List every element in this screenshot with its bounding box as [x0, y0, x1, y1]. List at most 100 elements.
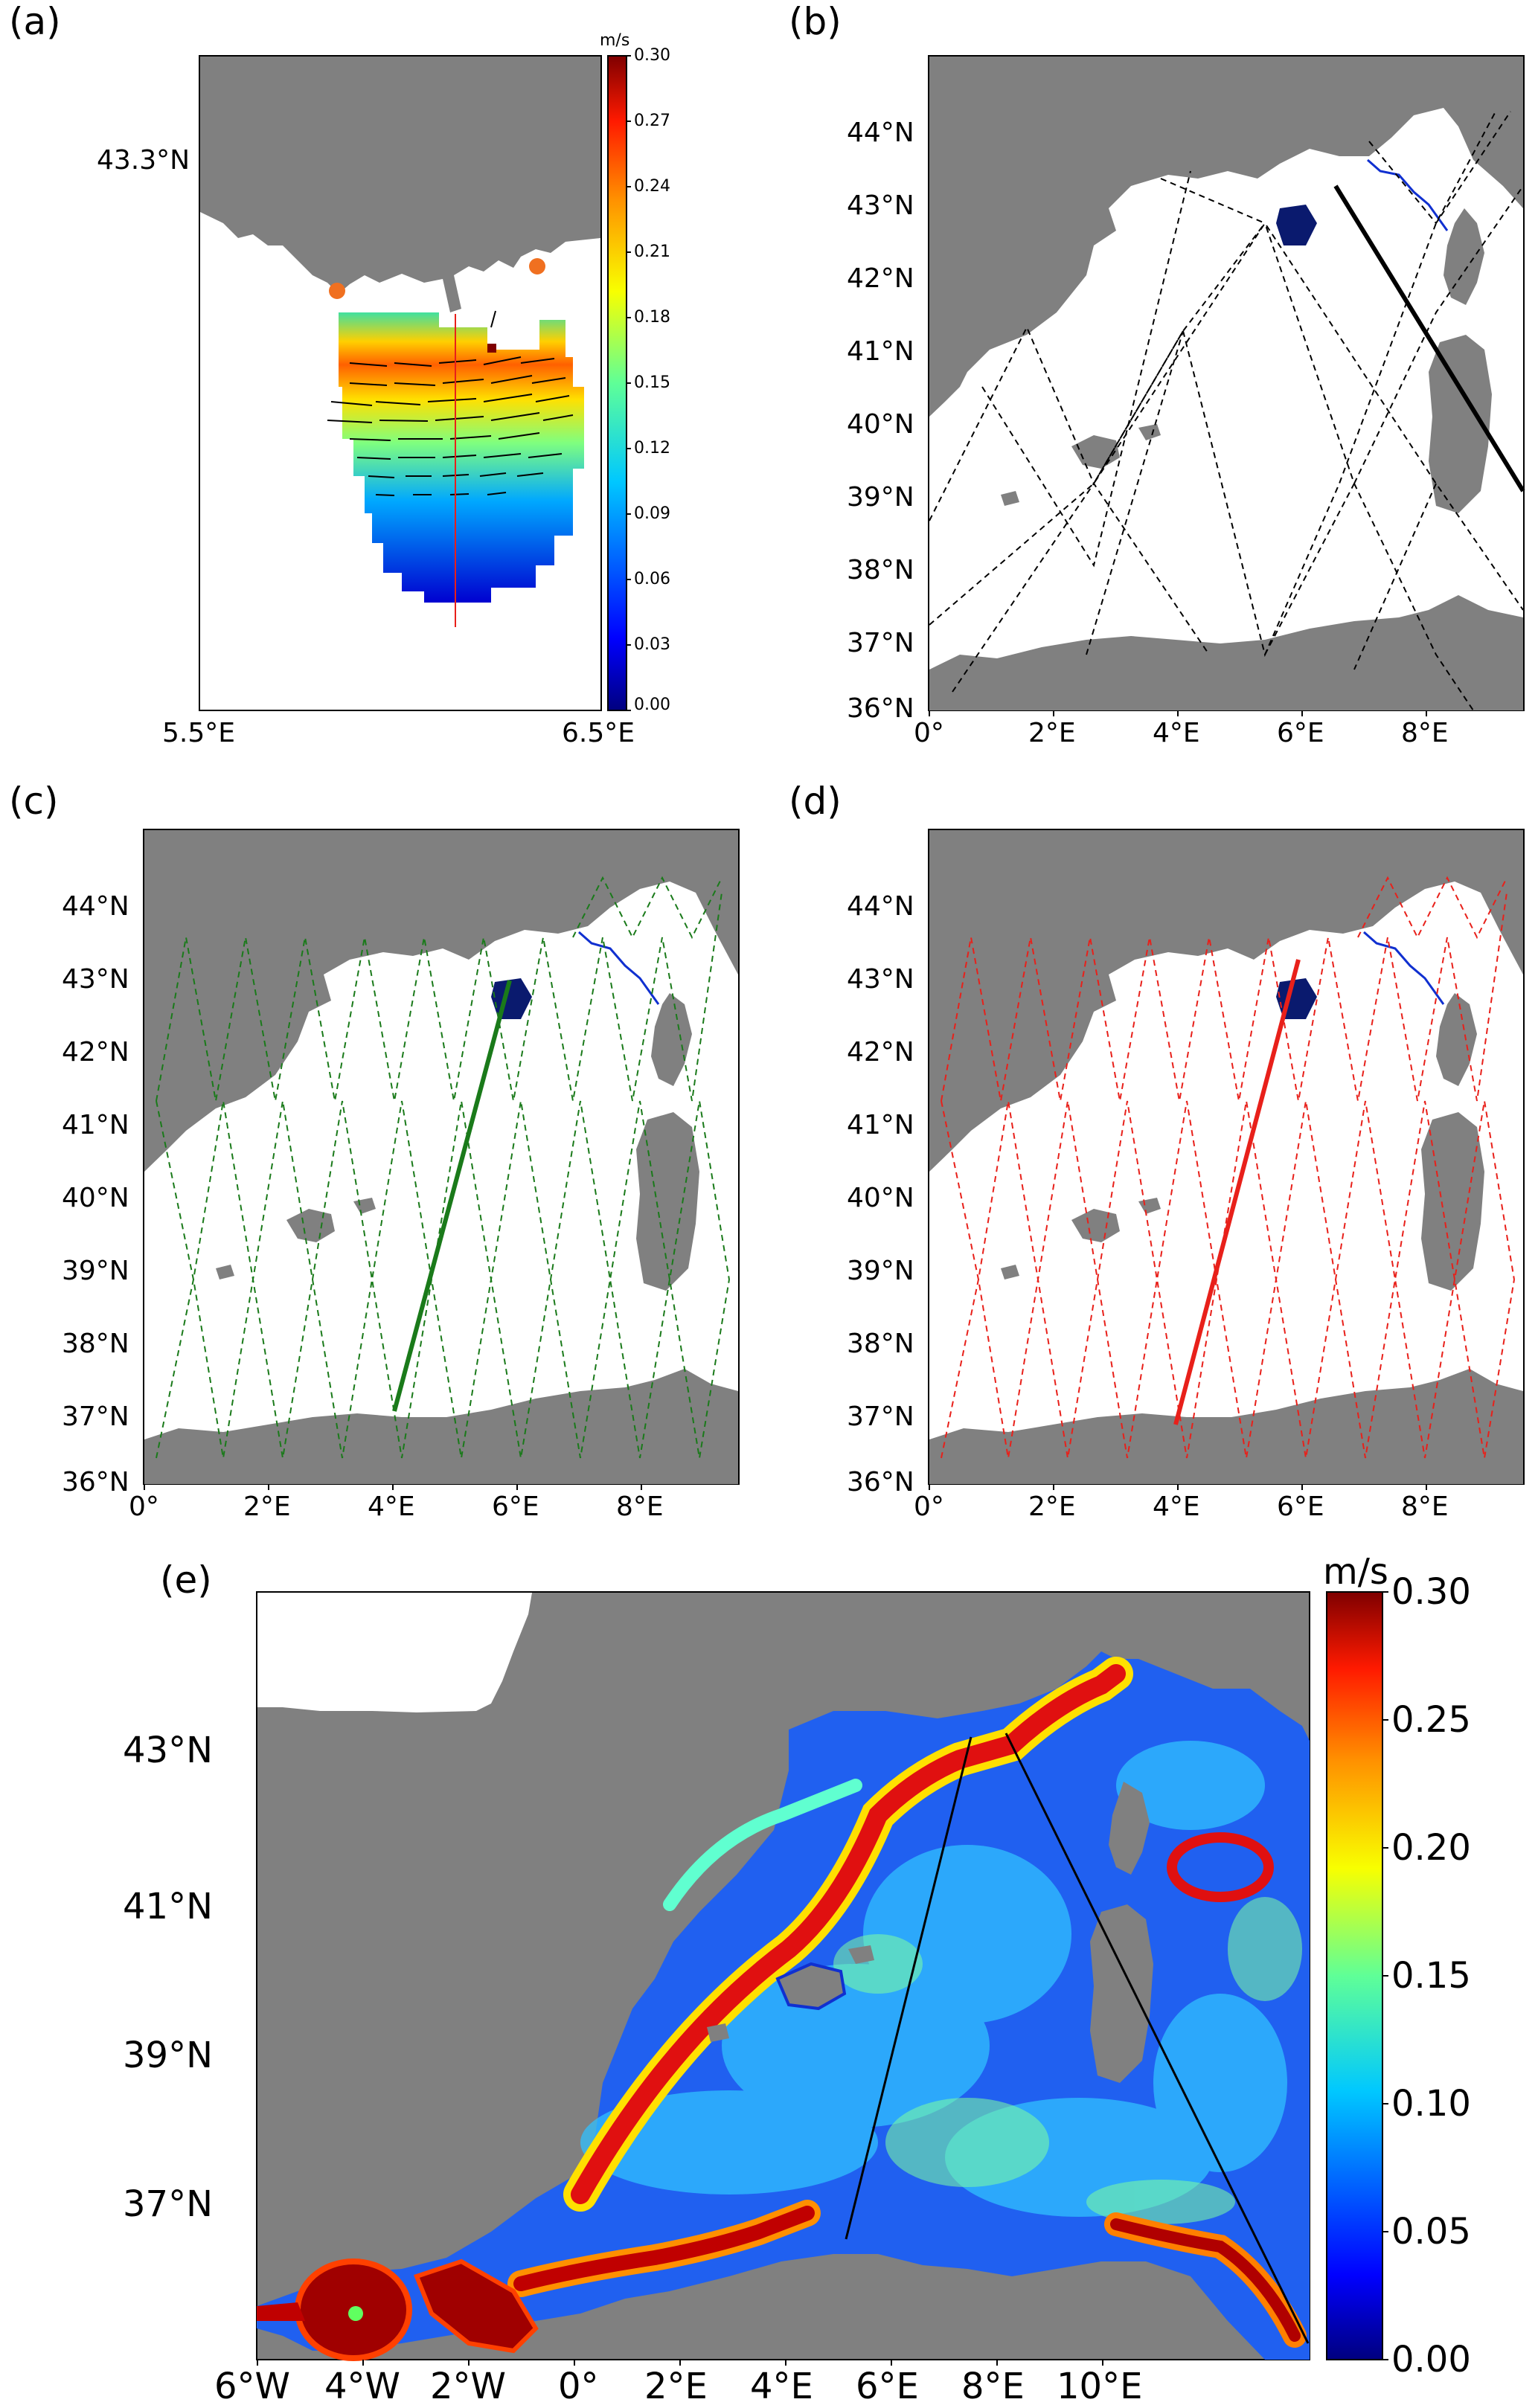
panel-b-eddy: [1276, 205, 1317, 245]
panel-c-lat-label-5: 39°N: [62, 1256, 129, 1286]
panel-b-land-north: [929, 57, 1523, 417]
panel-e-map: [256, 1591, 1310, 2366]
panel-c-satellite-tracks: [156, 876, 730, 1459]
panel-b-lat-label-2: 42°N: [847, 263, 914, 294]
panel-c-lat-label-4: 40°N: [62, 1183, 129, 1213]
panel-e-lon-label-3: 0°: [558, 2366, 599, 2407]
panel-e-colorbar-tick-3: 0.15: [1391, 1955, 1471, 1997]
panel-b-transect: [1333, 184, 1525, 492]
panel-c-lat-label-7: 37°N: [62, 1402, 129, 1432]
panel-e-strait-jet: [257, 2302, 305, 2321]
panel-b-letter: (b): [789, 0, 842, 43]
panel-c-lat-label-0: 44°N: [62, 891, 129, 922]
panel-b-lon-label-1: 2°E: [1028, 718, 1076, 748]
panel-b-ibiza: [1001, 491, 1019, 506]
panel-d-letter: (d): [789, 780, 842, 823]
panel-d-lat-label-4: 40°N: [847, 1183, 914, 1213]
panel-e-eastern-alboran-gyre: [414, 2258, 539, 2354]
panel-c-lon-label-1: 2°E: [243, 1492, 291, 1522]
panel-c-lon-label-3: 6°E: [492, 1492, 539, 1522]
panel-a-colorbar-tick-4: 0.18: [634, 308, 670, 327]
panel-c-lat-label-1: 43°N: [62, 964, 129, 995]
panel-e-sardinia: [1090, 1904, 1153, 2083]
panel-a-colorbar-tick-8: 0.06: [634, 570, 670, 588]
hf-radar-site-east: [529, 258, 545, 274]
panel-d-lon-label-2: 4°E: [1153, 1492, 1200, 1522]
panel-e-mallorca: [775, 1962, 847, 2011]
panel-e-colorbar-tick-6: 0.00: [1391, 2339, 1471, 2380]
panel-a-colorbar-tick-9: 0.03: [634, 635, 670, 654]
panel-a-colorbar-tick-3: 0.21: [634, 243, 670, 261]
panel-e-green-patches: [833, 1897, 1302, 2224]
panel-e-algerian-current: [513, 2206, 815, 2291]
panel-d-lon-label-4: 8°E: [1401, 1492, 1449, 1522]
panel-c-transect: [392, 980, 512, 1412]
panel-c-lon-label-2: 4°E: [368, 1492, 415, 1522]
panel-c-land-south: [144, 1369, 738, 1484]
panel-a-colorbar-unit: m/s: [600, 31, 630, 50]
panel-e-lon-label-0: 6°W: [214, 2366, 290, 2407]
panel-a-colorbar-tick-7: 0.09: [634, 504, 670, 523]
panel-e-letter: (e): [160, 1558, 212, 1602]
panel-d-corsica: [1436, 993, 1477, 1086]
panel-e-lon-label-6: 6°E: [856, 2366, 919, 2407]
panel-c-corsica: [651, 993, 692, 1086]
panel-e-lon-label-4: 2°E: [644, 2366, 708, 2407]
panel-e-secondary-jet: [663, 1779, 862, 1911]
panel-c-lon-label-4: 8°E: [616, 1492, 664, 1522]
panel-d-satellite-tracks: [941, 876, 1515, 1459]
panel-a-land: [200, 57, 600, 312]
panel-a-colorbar-tick-5: 0.15: [634, 373, 670, 392]
panel-d-glider-track: [1363, 931, 1445, 1005]
panel-e-lon-label-2: 2°W: [430, 2366, 506, 2407]
panel-d-ibiza: [1001, 1265, 1019, 1280]
panel-a-colorbar-tick-0: 0.30: [634, 46, 670, 65]
panel-e-lat-label-0: 43°N: [123, 1730, 213, 1771]
panel-d-lon-label-0: 0°: [914, 1492, 944, 1522]
panel-c-glider-track: [578, 931, 660, 1005]
panel-b-menorca: [1138, 424, 1161, 440]
panel-e-lon-label-5: 4°E: [750, 2366, 813, 2407]
panel-c-lon-label-0: 0°: [129, 1492, 159, 1522]
panel-a-lon-label-0: 5.5°E: [162, 718, 235, 748]
panel-d-lon-label-3: 6°E: [1277, 1492, 1324, 1522]
panel-d-lat-label-3: 41°N: [847, 1110, 914, 1140]
panel-e-land-iberia: [257, 1593, 532, 1712]
panel-c-ibiza: [216, 1265, 234, 1280]
panel-e-transect-1: [845, 1736, 973, 2240]
panel-c-letter: (c): [9, 780, 59, 823]
panel-d-lat-label-7: 37°N: [847, 1402, 914, 1432]
panel-d-sardinia: [1421, 1112, 1484, 1291]
panel-e-eddy-ring: [1167, 1832, 1274, 1902]
panel-b-lat-label-6: 38°N: [847, 555, 914, 585]
panel-c-lat-label-3: 41°N: [62, 1110, 129, 1140]
panel-e-ibiza: [707, 2023, 729, 2042]
hf-radar-site-west: [329, 283, 345, 299]
panel-b-lat-label-4: 40°N: [847, 409, 914, 440]
panel-d-lat-label-6: 38°N: [847, 1329, 914, 1359]
panel-b-lon-label-0: 0°: [914, 718, 944, 748]
panel-e-colorbar: [1326, 1591, 1388, 2360]
panel-b-map: [928, 55, 1525, 716]
panel-d-lon-label-1: 2°E: [1028, 1492, 1076, 1522]
panel-e-colorbar-unit: m/s: [1323, 1551, 1388, 1593]
panel-b-lat-label-8: 36°N: [847, 693, 914, 724]
panel-e-lon-label-1: 4°W: [324, 2366, 400, 2407]
panel-c-land-north: [144, 830, 738, 1172]
panel-d-lat-label-2: 42°N: [847, 1037, 914, 1067]
panel-d-lat-label-8: 36°N: [847, 1467, 914, 1497]
panel-d-land-south: [929, 1369, 1523, 1484]
panel-e-lon-label-8: 10°E: [1057, 2366, 1143, 2407]
panel-e-colorbar-tick-1: 0.25: [1391, 1699, 1471, 1741]
panel-e-lat-label-1: 41°N: [123, 1886, 213, 1927]
panel-b-corsica: [1444, 208, 1484, 305]
panel-a-velocity-arrows: [327, 310, 574, 496]
panel-a-lon-label-1: 6.5°E: [562, 718, 635, 748]
panel-e-lat-label-2: 39°N: [123, 2035, 213, 2076]
panel-e-gyre-center: [348, 2306, 363, 2321]
panel-b-lon-label-3: 6°E: [1277, 718, 1324, 748]
panel-e-colorbar-tick-4: 0.10: [1391, 2083, 1471, 2125]
panel-e-colorbar-tick-0: 0.30: [1391, 1571, 1471, 1613]
panel-b-lat-label-0: 44°N: [847, 118, 914, 148]
